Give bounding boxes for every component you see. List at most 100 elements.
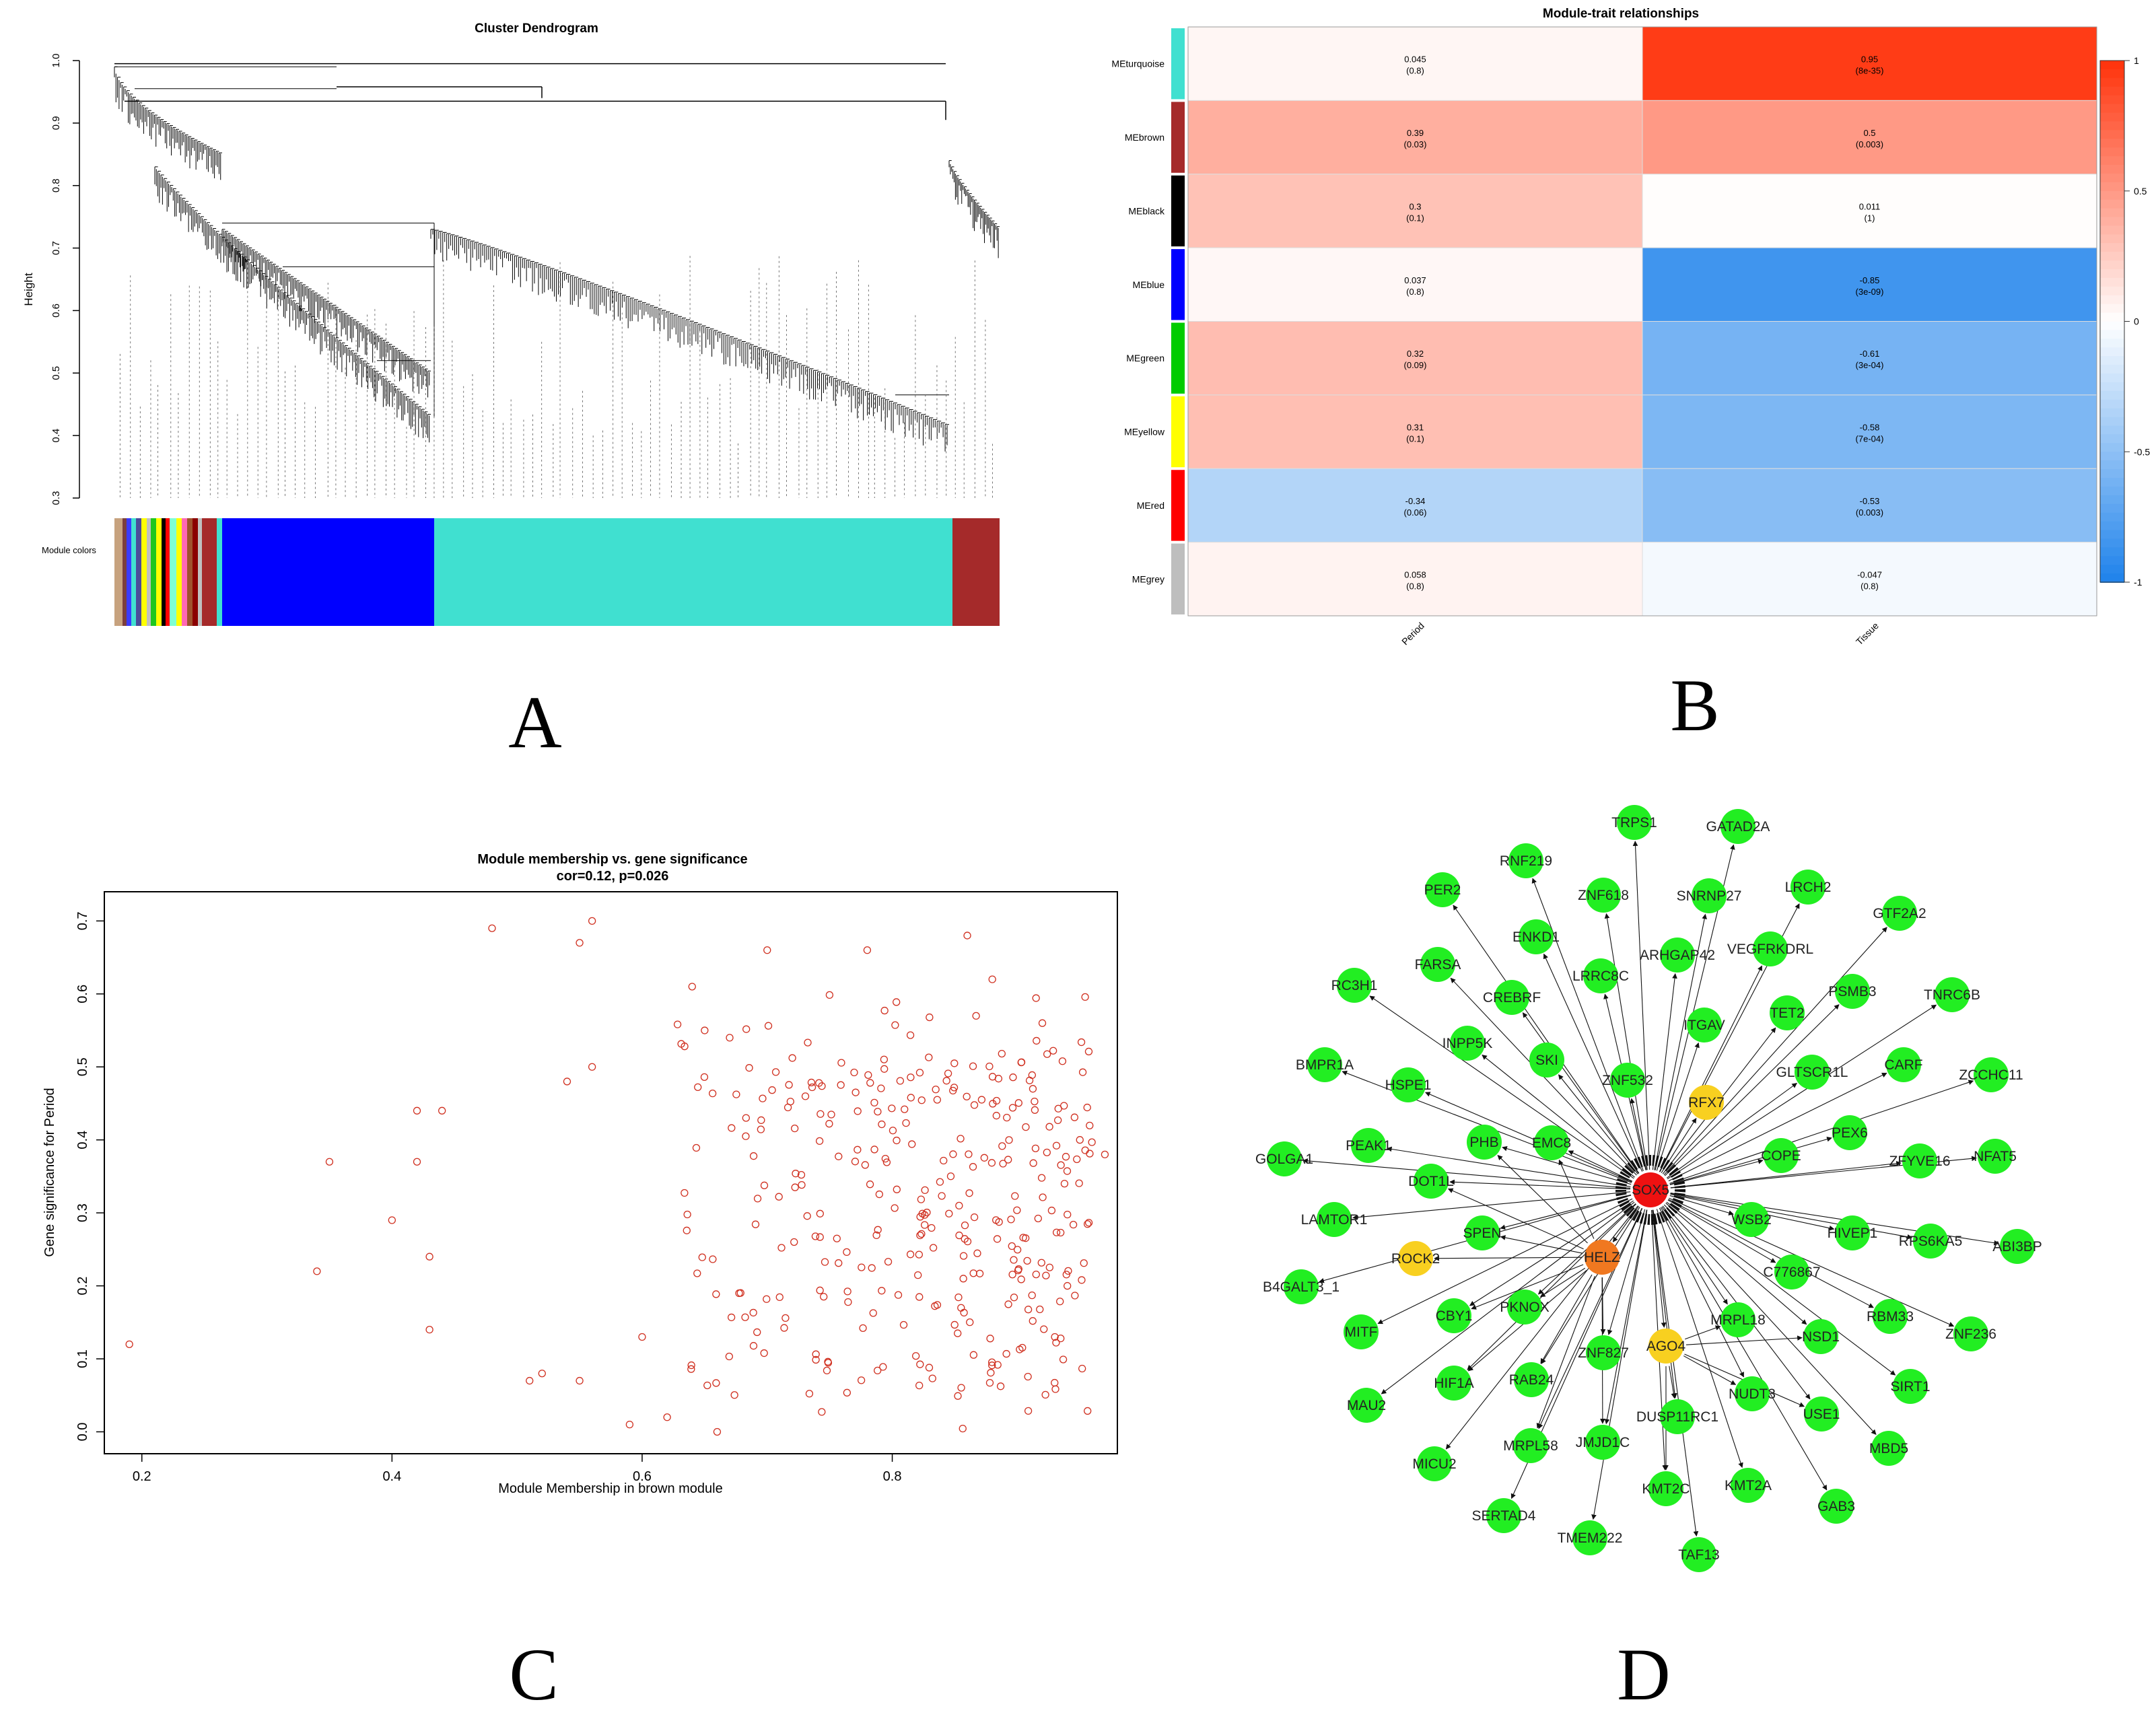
colorbar-step — [2100, 512, 2124, 522]
colorbar-step — [2100, 521, 2124, 531]
gene-node — [1978, 1139, 2013, 1174]
scatter-point — [786, 1098, 794, 1106]
gene-node — [1790, 870, 1825, 905]
gene-node — [1873, 1299, 1908, 1334]
regulation-edge — [1668, 1199, 1874, 1308]
hub-node — [1648, 1329, 1683, 1364]
scatter-point — [864, 1071, 872, 1079]
colorbar-step — [2100, 234, 2124, 244]
colorbar-step — [2100, 390, 2124, 400]
scatter-point — [1051, 1385, 1059, 1393]
hub-node-label: RFX7 — [1688, 1095, 1725, 1110]
colorbar-step — [2100, 86, 2124, 96]
scatter-point — [999, 1160, 1007, 1168]
gene-node-label: KMT2C — [1642, 1481, 1690, 1497]
scatter-title: Module membership vs. gene significance — [477, 852, 747, 867]
colorbar-step — [2100, 156, 2124, 166]
panel-b-heatmap: Module-trait relationships MEturquoise 0.… — [1111, 7, 2150, 746]
colorbar-step — [2100, 112, 2124, 122]
scatter-point — [757, 1125, 765, 1133]
scatter-point — [1086, 1150, 1094, 1158]
scatter-point — [1017, 1275, 1025, 1283]
gene-node — [1267, 1141, 1302, 1176]
scatter-point — [925, 1053, 933, 1061]
scatter-point — [911, 1352, 920, 1360]
scatter-point — [994, 1361, 1002, 1369]
scatter-point — [1049, 1047, 1057, 1055]
regulation-edge — [1558, 1074, 1638, 1174]
scatter-point — [725, 1352, 733, 1361]
regulation-edge — [1536, 1275, 1595, 1429]
scatter-point — [741, 1313, 749, 1321]
colorbar-step — [2100, 495, 2124, 505]
gene-node — [1886, 1047, 1921, 1082]
gene-node-label: NSD1 — [1802, 1329, 1840, 1345]
gene-node — [1586, 878, 1621, 913]
gene-node-label: PSMB3 — [1828, 984, 1876, 999]
scatter-point — [936, 1178, 944, 1186]
heatmap-cell-pvalue: (0.003) — [1856, 139, 1883, 149]
scatter-point — [775, 1293, 784, 1302]
scatter-point — [917, 1195, 926, 1203]
scatter-point — [692, 1143, 701, 1152]
regulation-edge — [1666, 1083, 1797, 1178]
scatter-point — [1017, 1058, 1025, 1067]
scatter-y-tick-label: 0.7 — [75, 911, 90, 930]
scatter-point — [844, 1298, 852, 1306]
module-swatch — [1171, 249, 1185, 320]
regulation-edge — [1449, 1179, 1631, 1190]
module-swatch — [1171, 102, 1185, 173]
gene-node — [1513, 1428, 1548, 1463]
scatter-point — [700, 1073, 709, 1081]
scatter-point — [954, 1392, 962, 1400]
gene-node-label: MAU2 — [1347, 1398, 1386, 1413]
colorbar-step — [2100, 434, 2124, 444]
scatter-point — [694, 1083, 702, 1091]
regulation-edge — [1670, 1193, 1913, 1240]
heatmap-cell-pvalue: (0.06) — [1404, 507, 1427, 518]
colorbar-step — [2100, 252, 2124, 262]
scatter-point — [877, 1084, 885, 1092]
heatmap-row-label: MEturquoise — [1111, 59, 1164, 69]
heatmap-cell-pvalue: (0.1) — [1406, 434, 1424, 444]
module-color-block — [434, 518, 952, 626]
scatter-x-tick-label: 0.6 — [633, 1469, 652, 1484]
colorbar-step — [2100, 304, 2124, 314]
gene-node-label: FARSA — [1415, 957, 1461, 973]
scatter-point — [843, 1388, 851, 1397]
module-color-block — [141, 518, 147, 626]
scatter-y-tick-label: 0.0 — [75, 1423, 90, 1442]
scatter-point — [965, 1189, 973, 1197]
scatter-point — [854, 1107, 862, 1115]
gene-node-label: PHB — [1469, 1135, 1498, 1150]
scatter-point — [1029, 1085, 1037, 1093]
gene-node — [1687, 1008, 1722, 1043]
gene-node — [1774, 1255, 1809, 1290]
gene-node-label: CARF — [1884, 1057, 1922, 1073]
regulation-edge — [1558, 1159, 1595, 1239]
scatter-point — [742, 1025, 751, 1033]
scatter-point — [823, 1366, 831, 1375]
scatter-point — [1078, 1068, 1087, 1076]
hub-node-label: HELZ — [1584, 1250, 1620, 1265]
scatter-point — [1078, 1276, 1086, 1284]
scatter-point — [1031, 1106, 1039, 1114]
scatter-point — [325, 1158, 334, 1166]
scatter-point — [1010, 1256, 1018, 1264]
scatter-point — [683, 1226, 691, 1234]
hub-node-label: SOX5 — [1632, 1182, 1669, 1198]
scatter-point — [907, 1094, 915, 1102]
colorbar-step — [2100, 399, 2124, 409]
scatter-point — [687, 1361, 695, 1370]
scatter-point — [1014, 1266, 1022, 1275]
scatter-point — [993, 1235, 1002, 1243]
gene-node-label: PER2 — [1424, 882, 1461, 898]
scatter-point — [933, 1096, 942, 1104]
scatter-point — [1038, 1019, 1047, 1027]
scatter-point — [988, 1073, 997, 1081]
scatter-point — [915, 1293, 924, 1301]
gene-node — [1465, 1215, 1500, 1250]
regulation-edge — [1604, 913, 1648, 1170]
scatter-point — [854, 1145, 862, 1154]
module-swatch — [1171, 322, 1185, 394]
